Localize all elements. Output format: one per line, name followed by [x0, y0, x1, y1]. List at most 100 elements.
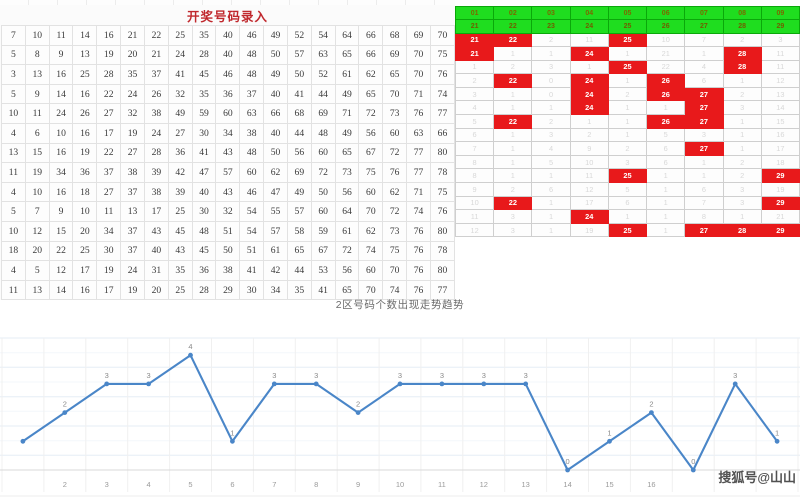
trend-miss-cell[interactable]: 6 [607, 195, 648, 211]
draw-cell[interactable]: 80 [429, 142, 456, 164]
draw-cell[interactable]: 19 [96, 260, 122, 281]
draw-cell[interactable]: 51 [215, 220, 241, 242]
trend-miss-cell[interactable]: 1 [607, 114, 648, 129]
draw-cell[interactable]: 13 [24, 64, 50, 85]
trend-hit-cell[interactable]: 25 [607, 168, 648, 184]
trend-miss-cell[interactable]: 1 [531, 222, 571, 238]
trend-miss-cell[interactable]: 1 [454, 59, 495, 75]
trend-miss-cell[interactable]: 16 [760, 127, 800, 143]
draw-cell[interactable]: 53 [310, 260, 336, 281]
trend-hit-cell[interactable]: 28 [722, 222, 762, 238]
trend-miss-cell[interactable]: 1 [684, 168, 724, 184]
draw-cell[interactable]: 5 [1, 83, 26, 105]
trend-miss-cell[interactable]: 19 [760, 182, 800, 197]
trend-miss-cell[interactable]: 1 [722, 114, 762, 129]
draw-cell[interactable]: 77 [429, 279, 456, 301]
draw-cell[interactable]: 36 [72, 162, 98, 183]
draw-cell[interactable]: 50 [263, 44, 288, 66]
trend-hit-cell[interactable]: 29 [760, 168, 800, 184]
draw-cell[interactable]: 57 [286, 44, 312, 66]
trend-miss-cell[interactable]: 3 [722, 182, 762, 197]
trend-miss-cell[interactable]: 6 [646, 141, 686, 156]
trend-miss-cell[interactable]: 1 [493, 127, 533, 143]
draw-cell[interactable]: 12 [48, 260, 74, 281]
trend-miss-cell[interactable]: 11 [760, 59, 800, 75]
trend-miss-cell[interactable]: 1 [607, 127, 648, 143]
draw-cell[interactable]: 38 [143, 103, 169, 124]
draw-cell[interactable]: 11 [48, 25, 74, 46]
data-point[interactable] [439, 381, 445, 387]
trend-miss-cell[interactable]: 11 [569, 32, 609, 48]
draw-cell[interactable]: 5 [1, 44, 26, 66]
trend-miss-cell[interactable]: 3 [493, 222, 533, 238]
draw-cell[interactable]: 32 [167, 83, 193, 105]
draw-cell[interactable]: 26 [72, 103, 98, 124]
trend-miss-cell[interactable]: 8 [684, 209, 724, 224]
draw-cell[interactable]: 19 [120, 122, 145, 144]
draw-cell[interactable]: 76 [406, 260, 431, 281]
trend-miss-cell[interactable]: 21 [646, 46, 686, 61]
trend-miss-cell[interactable]: 7 [684, 195, 724, 211]
trend-miss-cell[interactable]: 8 [454, 168, 495, 184]
draw-cell[interactable]: 69 [286, 162, 312, 183]
draw-cell[interactable]: 75 [429, 181, 456, 203]
draw-cell[interactable]: 49 [263, 64, 288, 85]
draw-cell[interactable]: 24 [143, 122, 169, 144]
draw-cell[interactable]: 62 [358, 220, 384, 242]
draw-cell[interactable]: 51 [239, 240, 265, 262]
trend-hit-cell[interactable]: 27 [684, 141, 724, 156]
draw-cell[interactable]: 66 [263, 103, 288, 124]
draw-cell[interactable]: 72 [334, 240, 360, 262]
trend-hit-cell[interactable]: 21 [454, 32, 495, 48]
draw-cell[interactable]: 31 [143, 260, 169, 281]
draw-cell[interactable]: 80 [429, 220, 456, 242]
draw-cell[interactable]: 56 [286, 142, 312, 164]
draw-cell[interactable]: 72 [382, 142, 408, 164]
trend-miss-cell[interactable]: 1 [569, 114, 609, 129]
draw-cell[interactable]: 68 [382, 25, 408, 46]
draw-cell[interactable]: 7 [1, 25, 26, 46]
trend-miss-cell[interactable]: 5 [607, 182, 648, 197]
trend-miss-cell[interactable]: 1 [684, 154, 724, 170]
draw-cell[interactable]: 17 [96, 279, 122, 301]
draw-cell[interactable]: 20 [72, 220, 98, 242]
draw-cell[interactable]: 35 [191, 83, 217, 105]
draw-cell[interactable]: 25 [167, 25, 193, 46]
draw-cell[interactable]: 3 [1, 64, 26, 85]
trend-miss-cell[interactable]: 2 [722, 154, 762, 170]
draw-cell[interactable]: 46 [239, 25, 265, 46]
trend-miss-cell[interactable]: 3 [531, 127, 571, 143]
draw-cell[interactable]: 48 [239, 64, 265, 85]
draw-cell[interactable]: 5 [24, 260, 50, 281]
draw-cell[interactable]: 70 [382, 83, 408, 105]
draw-cell[interactable]: 41 [286, 83, 312, 105]
draw-cell[interactable]: 7 [24, 201, 50, 222]
draw-cell[interactable]: 74 [406, 201, 431, 222]
draw-cell[interactable]: 27 [167, 122, 193, 144]
draw-cell[interactable]: 15 [48, 220, 74, 242]
draw-cell[interactable]: 35 [120, 64, 145, 85]
draw-cell[interactable]: 19 [72, 142, 98, 164]
trend-hit-cell[interactable]: 29 [760, 195, 800, 211]
trend-miss-cell[interactable]: 6 [454, 127, 495, 143]
trend-miss-cell[interactable]: 2 [493, 182, 533, 197]
draw-cell[interactable]: 72 [358, 103, 384, 124]
draw-cell[interactable]: 28 [96, 64, 122, 85]
trend-miss-cell[interactable]: 4 [531, 141, 571, 156]
draw-cell[interactable]: 46 [215, 64, 241, 85]
trend-miss-cell[interactable]: 1 [607, 73, 648, 88]
trend-miss-cell[interactable]: 17 [569, 195, 609, 211]
trend-miss-cell[interactable]: 1 [531, 168, 571, 184]
draw-cell[interactable]: 32 [120, 103, 145, 124]
trend-hit-cell[interactable]: 29 [760, 222, 800, 238]
trend-hit-cell[interactable]: 22 [493, 32, 533, 48]
trend-hit-cell[interactable]: 25 [607, 59, 648, 75]
draw-cell[interactable]: 70 [358, 279, 384, 301]
trend-miss-cell[interactable]: 7 [454, 141, 495, 156]
draw-cell[interactable]: 59 [191, 103, 217, 124]
draw-cell[interactable]: 49 [167, 103, 193, 124]
draw-cell[interactable]: 41 [239, 260, 265, 281]
draw-cell[interactable]: 44 [310, 83, 336, 105]
draw-cell[interactable]: 71 [334, 103, 360, 124]
draw-cell[interactable]: 58 [286, 220, 312, 242]
